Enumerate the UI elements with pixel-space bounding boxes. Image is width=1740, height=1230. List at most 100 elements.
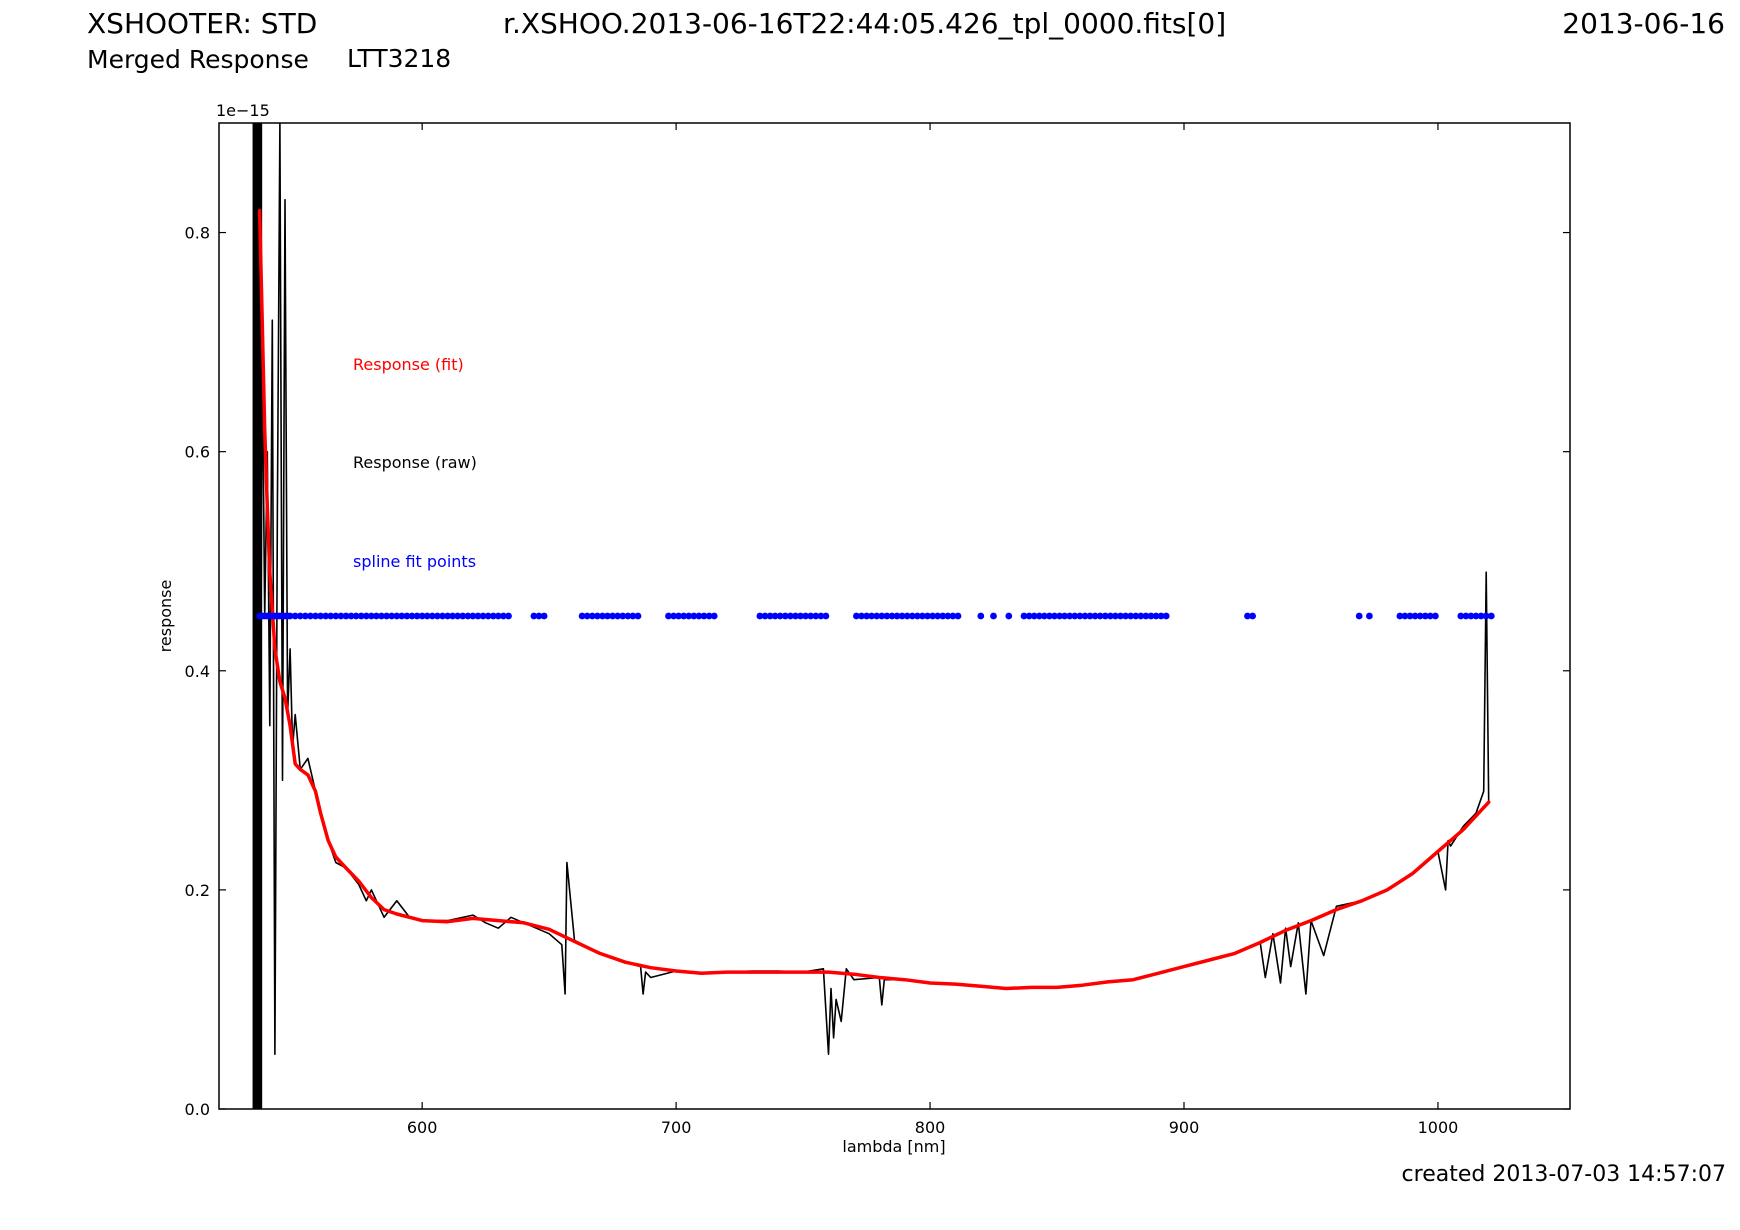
- spline-fit-point: [1137, 612, 1145, 620]
- spline-fit-point: [1162, 612, 1170, 620]
- spline-fit-point: [347, 612, 355, 620]
- spline-fit-point: [388, 612, 396, 620]
- spline-fit-point: [629, 612, 637, 620]
- spline-fit-point: [990, 612, 997, 620]
- spline-fit-point: [1101, 612, 1109, 620]
- spline-fit-point: [1005, 612, 1013, 620]
- spline-fit-point: [1249, 612, 1256, 620]
- spline-fit-point: [1462, 612, 1470, 620]
- x-tick-label: 1000: [1418, 1118, 1459, 1137]
- spline-fit-point: [286, 612, 294, 620]
- spline-fit-point: [393, 612, 401, 620]
- y-tick-label: 0.0: [185, 1100, 210, 1119]
- spline-fit-point: [594, 612, 601, 620]
- spline-fit-point: [949, 612, 957, 620]
- spline-fit-point: [822, 612, 830, 620]
- spline-fit-point: [1122, 612, 1129, 620]
- spline-fit-point: [1355, 612, 1363, 620]
- spline-fit-point: [914, 612, 921, 620]
- spline-fit-point: [1477, 612, 1485, 620]
- spline-fit-point: [428, 612, 436, 620]
- spline-fit-point: [1096, 612, 1104, 620]
- spline-fit-point: [1107, 612, 1114, 620]
- spline-fit-point: [332, 612, 340, 620]
- spline-fit-point: [1025, 612, 1033, 620]
- spline-fit-point: [878, 612, 886, 620]
- spline-fit-point: [675, 612, 682, 620]
- spline-fit-point: [1142, 612, 1150, 620]
- spline-fit-point: [301, 612, 309, 620]
- product-title: Merged Response: [87, 45, 309, 74]
- spline-fit-point: [1421, 612, 1429, 620]
- spline-fit-point: [1056, 612, 1063, 620]
- spline-fit-point: [1091, 612, 1099, 620]
- spline-fit-point: [858, 612, 865, 620]
- spline-fit-point: [1035, 612, 1043, 620]
- x-tick-label: 800: [915, 1118, 946, 1137]
- spline-fit-point: [812, 612, 820, 620]
- y-tick-label: 0.6: [185, 443, 210, 462]
- spline-fit-point: [863, 612, 870, 620]
- spline-fit-point: [1366, 612, 1373, 620]
- spline-fit-point: [357, 612, 365, 620]
- spline-fit-point: [919, 612, 926, 620]
- spline-fit-point: [1416, 612, 1424, 620]
- spline-fit-point: [1051, 612, 1058, 620]
- spline-fit-point: [700, 612, 708, 620]
- spline-fit-point: [883, 612, 891, 620]
- spline-fit-point: [817, 612, 825, 620]
- spline-fit-point: [322, 612, 330, 620]
- spline-fit-point: [423, 612, 431, 620]
- y-tick-label: 0.4: [185, 662, 210, 681]
- spline-fit-point: [792, 612, 799, 620]
- spline-fit-point: [317, 612, 324, 620]
- spline-fit-point: [368, 612, 375, 620]
- spline-fit-point: [1411, 612, 1419, 620]
- spline-fit-point: [403, 612, 411, 620]
- spline-fit-point: [342, 612, 350, 620]
- spline-fit-point: [680, 612, 688, 620]
- spline-fit-point: [352, 612, 360, 620]
- spline-fit-point: [868, 612, 875, 620]
- spline-fit-point: [449, 612, 456, 620]
- spline-fit-point: [903, 612, 911, 620]
- spline-fit-point: [766, 612, 774, 620]
- spline-fit-point: [489, 612, 497, 620]
- spline-fit-point: [1117, 612, 1124, 620]
- y-tick-label: 0.8: [185, 224, 210, 243]
- spline-fit-point: [1406, 612, 1414, 620]
- spline-fit-point: [383, 612, 390, 620]
- spline-fit-point: [434, 612, 441, 620]
- fits-filename: r.XSHOO.2013-06-16T22:44:05.426_tpl_0000…: [503, 7, 1227, 40]
- spline-fit-point: [898, 612, 906, 620]
- spline-fit-point: [1061, 612, 1068, 620]
- spline-fit-point: [1472, 612, 1480, 620]
- spline-fit-point: [469, 612, 477, 620]
- spline-fit-point: [944, 612, 952, 620]
- spline-fit-point: [685, 612, 693, 620]
- spline-fit-point: [954, 612, 962, 620]
- spline-fit-point: [530, 612, 538, 620]
- spline-fit-point: [444, 612, 451, 620]
- spline-fit-point: [540, 612, 548, 620]
- plot-frame: [218, 122, 1571, 1110]
- spline-fit-point: [665, 612, 672, 620]
- fit-response-line: [257, 208, 1491, 991]
- spline-fit-point: [327, 612, 335, 620]
- spline-fit-point: [413, 612, 421, 620]
- spline-fit-point: [888, 612, 896, 620]
- x-tick-label: 600: [407, 1118, 438, 1137]
- spline-fit-point: [1147, 612, 1155, 620]
- spline-fit-point: [312, 612, 319, 620]
- spline-fit-point: [307, 612, 314, 620]
- spline-fit-point: [977, 612, 985, 620]
- y-tick-label: 0.2: [185, 881, 210, 900]
- spline-fit-point: [695, 612, 703, 620]
- spline-fit-point: [929, 612, 936, 620]
- spline-fit-point: [853, 612, 860, 620]
- spline-points-layer: [256, 612, 1495, 620]
- spline-fit-point: [619, 612, 627, 620]
- spline-fit-point: [373, 612, 380, 620]
- spline-fit-point: [1426, 612, 1434, 620]
